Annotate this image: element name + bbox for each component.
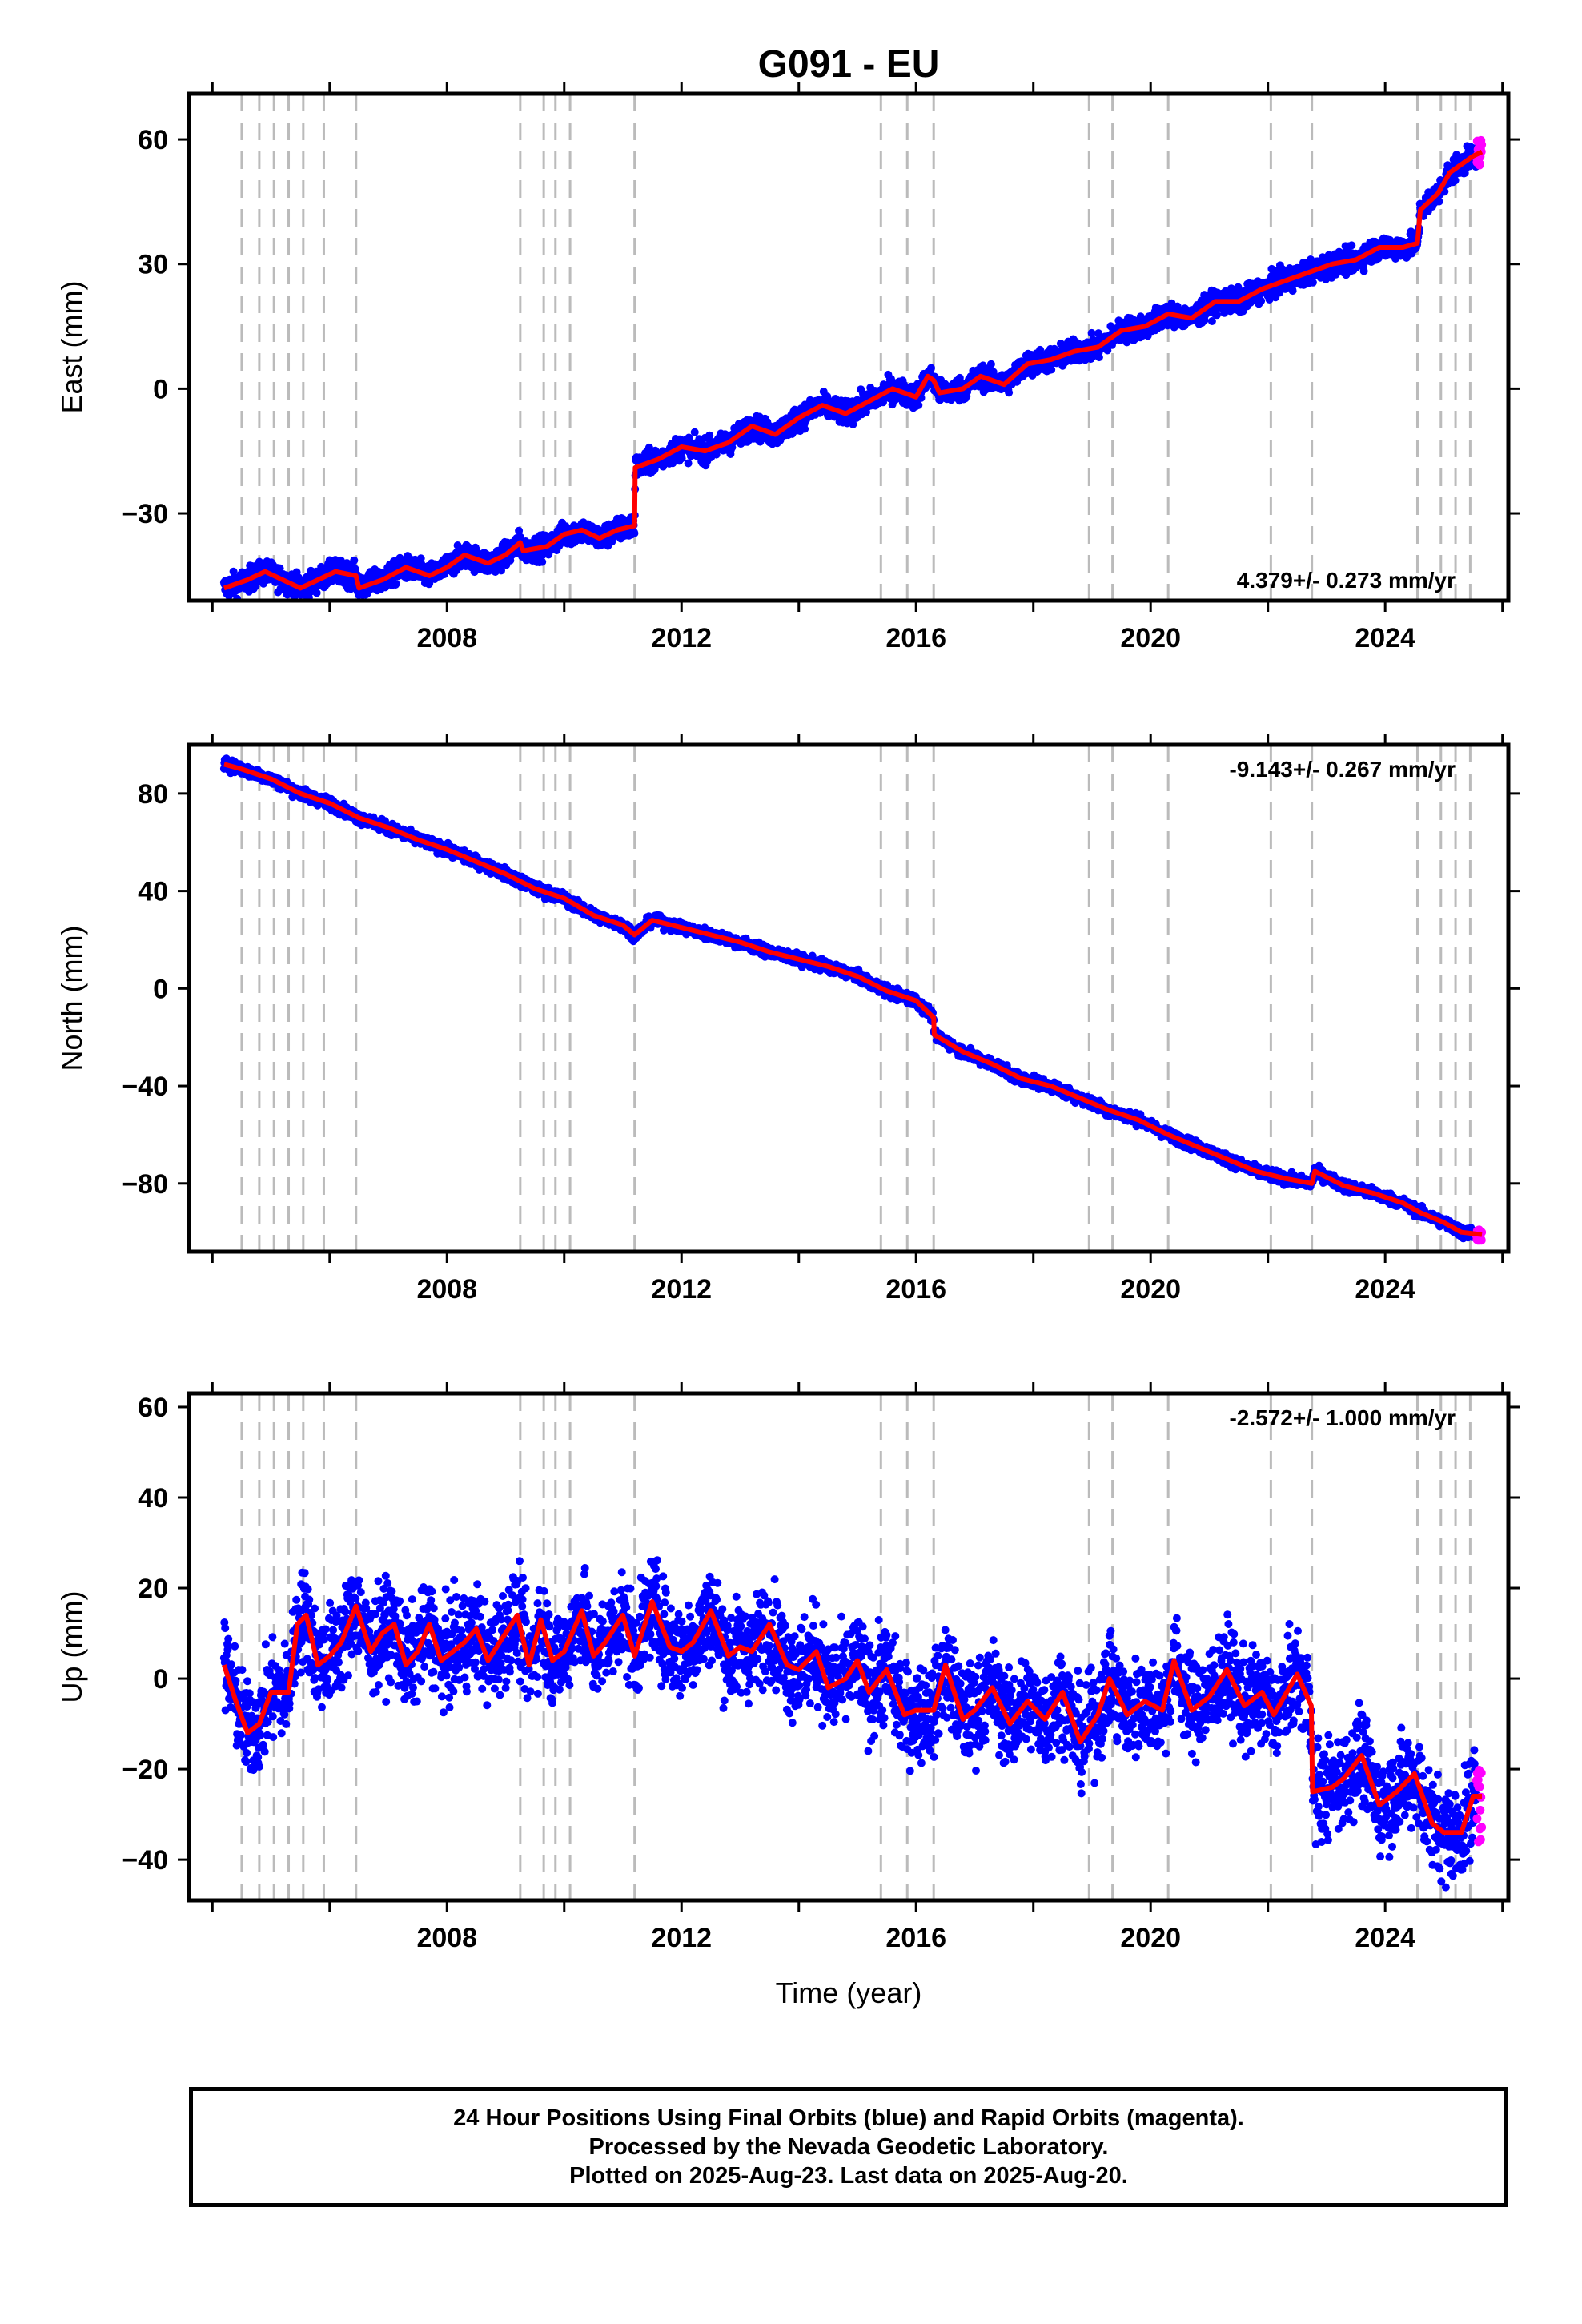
position-point [1094,353,1103,362]
position-point [538,557,547,566]
final-orbit-points [219,754,1480,1243]
y-tick-label: 0 [153,374,168,404]
position-point [1257,296,1266,305]
position-point [515,526,524,535]
position-point [1047,365,1056,374]
position-point [312,589,321,597]
position-point [1347,241,1356,250]
position-point [1451,176,1460,185]
position-point [275,564,284,573]
position-point [350,556,359,565]
position-point [690,428,699,436]
x-tick-label: 2020 [1120,623,1181,653]
position-point [1087,328,1096,337]
velocity-rate-label: 4.379+/- 0.273 mm/yr [1237,568,1456,593]
position-point [1265,296,1274,304]
position-point [497,566,505,575]
position-point [1308,278,1317,287]
final-orbit-points [219,142,1480,601]
position-point [927,364,935,372]
x-tick-label: 2008 [416,623,477,653]
plot-frame [187,91,1511,603]
rapid-position-point [1475,159,1484,169]
panel-east: 2008 2012 2016 2020 2024 −30 0 30 60 East (mm) G09… [55,43,1520,653]
y-tick-label: 60 [138,125,168,155]
position-point [1359,267,1368,275]
x-tick-label: 2024 [1355,623,1415,653]
position-point [677,454,686,463]
position-point [1005,388,1014,397]
position-point [391,580,400,588]
position-point [1103,346,1112,355]
position-point [684,459,693,468]
y-tick-label: 30 [138,250,168,280]
model-fit-line [223,149,1484,591]
y-axis-label: East (mm) [55,281,88,414]
position-point [1288,287,1297,296]
position-point [1212,311,1221,320]
position-point [1234,283,1243,292]
y-tick-label: −30 [122,499,168,529]
position-point [801,424,809,433]
position-point [849,420,857,428]
rapid-position-point [1477,140,1487,150]
position-point [705,431,714,440]
position-point [1207,317,1216,325]
x-tick-label: 2016 [885,623,946,653]
position-point [986,360,995,368]
chart-title: G091 - EU [758,43,940,86]
position-point [914,400,923,409]
x-tick-label: 2012 [651,623,712,653]
position-point [644,443,653,452]
position-point [1435,197,1443,206]
position-point [630,529,639,537]
